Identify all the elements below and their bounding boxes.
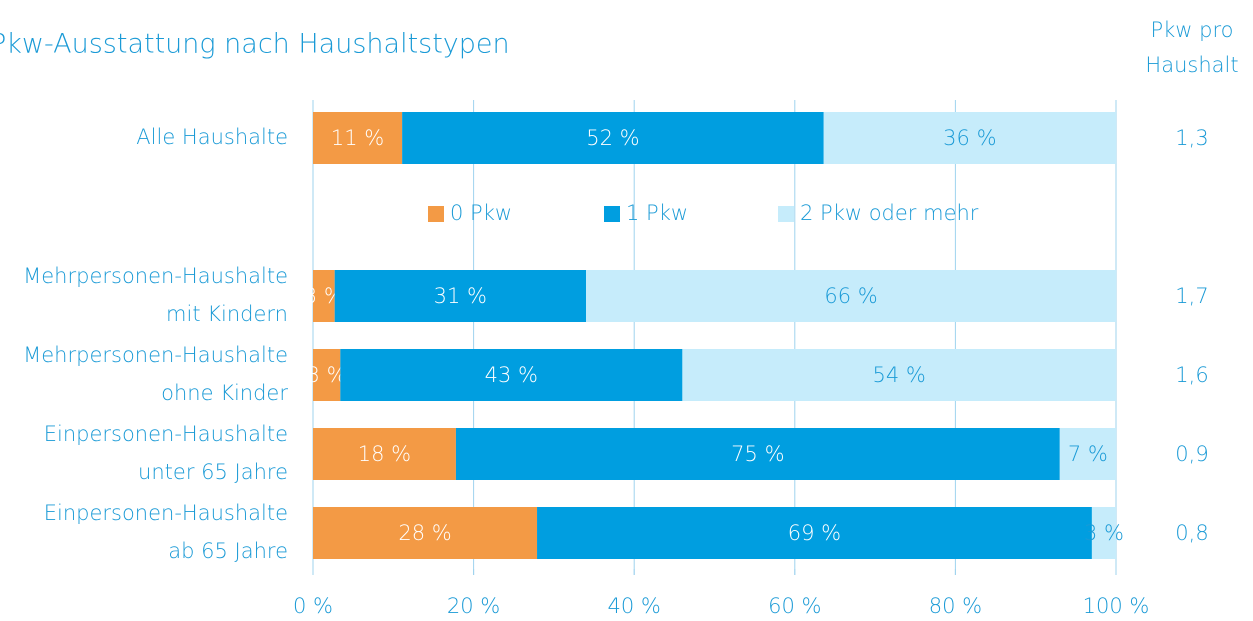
- category-label: mit Kindern: [166, 302, 288, 326]
- per-household-value: 1,3: [1175, 126, 1208, 150]
- chart-title: Pkw-Ausstattung nach Haushaltstypen: [0, 29, 510, 60]
- x-tick-label: 20 %: [447, 594, 500, 618]
- x-tick-label: 100 %: [1083, 594, 1150, 618]
- bar-segment: [455, 428, 1060, 480]
- value-label: 52 %: [586, 126, 639, 150]
- column-title: Pkw pro: [1150, 18, 1233, 42]
- value-label: 66 %: [824, 284, 877, 308]
- category-label: ab 65 Jahre: [168, 539, 288, 563]
- per-household-value: 0,8: [1175, 521, 1208, 545]
- value-label: 43 %: [485, 363, 538, 387]
- value-label: 28 %: [398, 521, 451, 545]
- category-label: unter 65 Jahre: [138, 460, 288, 484]
- value-label: 69 %: [788, 521, 841, 545]
- value-label: 31 %: [434, 284, 487, 308]
- bar-segment: [313, 349, 341, 401]
- value-label: 36 %: [943, 126, 996, 150]
- bar-segment: [334, 270, 587, 322]
- category-label: Alle Haushalte: [136, 125, 288, 149]
- bar-segment: [313, 112, 403, 164]
- legend-swatch: [428, 206, 444, 222]
- bar-segment: [823, 112, 1116, 164]
- legend-label: 2 Pkw oder mehr: [800, 201, 979, 225]
- value-label: 3 %: [1084, 521, 1124, 545]
- value-label: 3 %: [307, 363, 347, 387]
- category-label: Einpersonen-Haushalte: [44, 501, 288, 525]
- bar-segment: [402, 112, 824, 164]
- value-label: 18 %: [358, 442, 411, 466]
- x-tick-label: 80 %: [929, 594, 982, 618]
- x-tick-label: 40 %: [608, 594, 661, 618]
- legend-swatch: [778, 206, 794, 222]
- category-label: Mehrpersonen-Haushalte: [23, 343, 288, 367]
- category-label: ohne Kinder: [161, 381, 288, 405]
- bar-segment: [682, 349, 1116, 401]
- bar-segment: [1091, 507, 1116, 559]
- bar-segment: [313, 428, 456, 480]
- per-household-value: 0,9: [1175, 442, 1208, 466]
- value-label: 7 %: [1068, 442, 1108, 466]
- bar-segment: [586, 270, 1116, 322]
- bar-segment: [537, 507, 1092, 559]
- bar-segment: [1059, 428, 1116, 480]
- category-label: Einpersonen-Haushalte: [44, 422, 288, 446]
- bar-segment: [340, 349, 683, 401]
- per-household-value: 1,7: [1175, 284, 1208, 308]
- legend-label: 0 Pkw: [450, 201, 512, 225]
- category-label: Mehrpersonen-Haushalte: [23, 264, 288, 288]
- value-label: 54 %: [873, 363, 926, 387]
- legend-label: 1 Pkw: [626, 201, 688, 225]
- value-label: 11 %: [331, 126, 384, 150]
- x-tick-label: 0 %: [293, 594, 333, 618]
- value-label: 75 %: [731, 442, 784, 466]
- bar-segment: [313, 507, 538, 559]
- bar-segment: [313, 270, 335, 322]
- column-title: Haushalt: [1145, 53, 1238, 77]
- legend-swatch: [604, 206, 620, 222]
- x-tick-label: 60 %: [768, 594, 821, 618]
- per-household-value: 1,6: [1175, 363, 1208, 387]
